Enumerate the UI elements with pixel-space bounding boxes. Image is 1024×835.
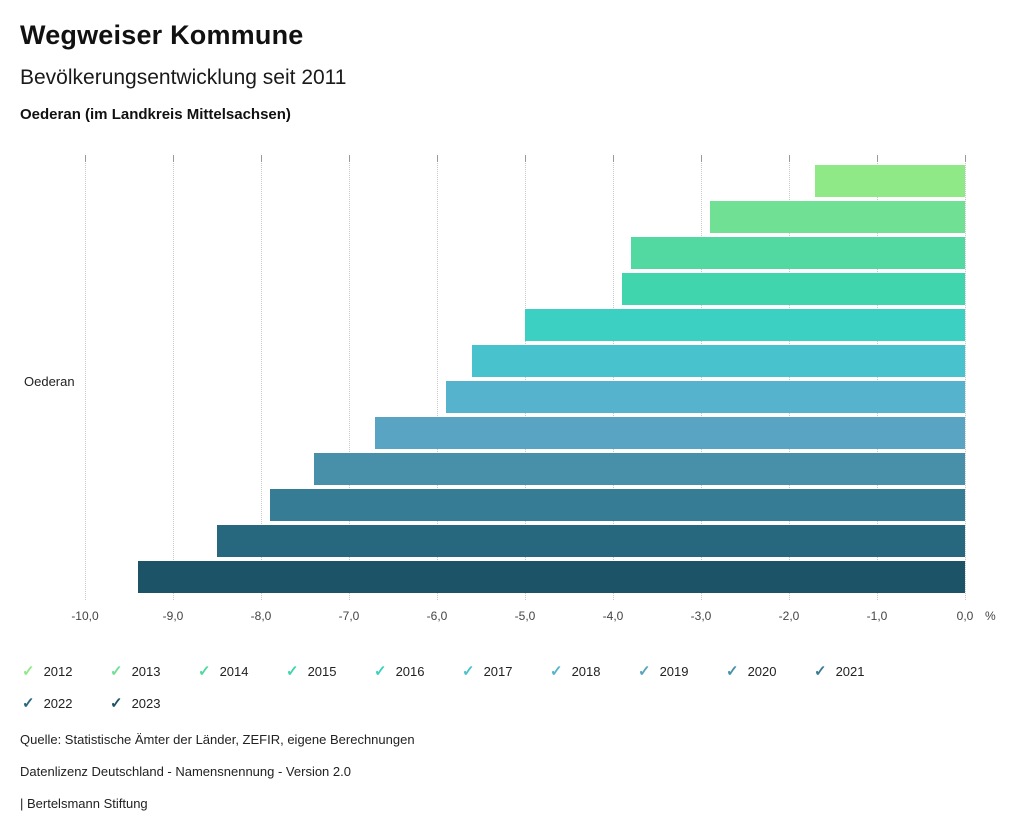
legend-year-label: 2015 [307, 663, 337, 679]
axis-tick [85, 155, 86, 162]
x-tick-label: -1,0 [866, 609, 888, 623]
legend-item-2018[interactable]: ✓ 2018 [550, 660, 638, 682]
legend-year-label: 2023 [131, 695, 161, 711]
legend-year-label: 2016 [395, 663, 425, 679]
legend-year-label: 2020 [747, 663, 777, 679]
bar-2019 [375, 417, 965, 449]
checkmark-icon: ✓ [286, 662, 299, 680]
checkmark-icon: ✓ [198, 662, 211, 680]
gridline [525, 155, 526, 600]
axis-tick [437, 155, 438, 162]
x-axis-unit-label: % [985, 609, 996, 623]
gridline [701, 155, 702, 600]
x-tick-label: -10,0 [71, 609, 99, 623]
axis-tick [789, 155, 790, 162]
bar-2020 [313, 453, 965, 485]
x-tick-label: -4,0 [602, 609, 624, 623]
axis-tick [349, 155, 350, 162]
x-tick-label: -8,0 [250, 609, 272, 623]
bar-2021 [269, 489, 965, 521]
gridline [613, 155, 614, 600]
axis-tick [701, 155, 702, 162]
gridline [789, 155, 790, 600]
legend-year-label: 2022 [43, 695, 73, 711]
license-note: Datenlizenz Deutschland - Namensnennung … [20, 764, 351, 779]
x-tick-label: 0,0 [956, 609, 974, 623]
plot-area [85, 155, 966, 600]
axis-tick [173, 155, 174, 162]
x-tick-label: -3,0 [690, 609, 712, 623]
bar-2023 [137, 561, 965, 593]
axis-tick [525, 155, 526, 162]
app-title: Wegweiser Kommune [20, 20, 304, 50]
bar-2015 [621, 273, 965, 305]
bar-2017 [472, 345, 965, 377]
checkmark-icon: ✓ [550, 662, 563, 680]
x-axis: -10,0 -9,0 -8,0 -7,0 -6,0 -5,0 -4,0 -3,0 -2,0 -1,… [0, 609, 1024, 627]
legend-item-2014[interactable]: ✓ 2014 [198, 660, 286, 682]
axis-tick [261, 155, 262, 162]
checkmark-icon: ✓ [110, 694, 123, 712]
footer: Quelle: Statistische Ämter der Länder, Z… [20, 732, 415, 828]
bar-2022 [217, 525, 965, 557]
chart-location: Oederan (im Landkreis Mittelsachsen) [20, 106, 291, 123]
axis-tick [965, 155, 966, 162]
attribution-note: | Bertelsmann Stiftung [20, 796, 148, 811]
gridline [85, 155, 86, 600]
legend-item-2019[interactable]: ✓ 2019 [638, 660, 726, 682]
legend-item-2022[interactable]: ✓ 2022 [22, 692, 110, 714]
x-tick-label: -5,0 [514, 609, 536, 623]
checkmark-icon: ✓ [374, 662, 387, 680]
gridline [349, 155, 350, 600]
legend-year-label: 2014 [219, 663, 249, 679]
legend-year-label: 2013 [131, 663, 161, 679]
legend-item-2021[interactable]: ✓ 2021 [814, 660, 902, 682]
checkmark-icon: ✓ [22, 662, 35, 680]
legend-year-label: 2018 [571, 663, 601, 679]
legend: ✓ 2012 ✓ 2013 ✓ 2014 ✓ 2015 ✓ 2016 ✓ 2017 ✓ 2018 ✓ 2019… [22, 660, 922, 714]
legend-item-2017[interactable]: ✓ 2017 [462, 660, 550, 682]
bar-2012 [815, 165, 965, 197]
axis-tick [613, 155, 614, 162]
checkmark-icon: ✓ [110, 662, 123, 680]
y-axis-label: Oederan [24, 374, 75, 389]
x-tick-label: -2,0 [778, 609, 800, 623]
checkmark-icon: ✓ [726, 662, 739, 680]
legend-item-2015[interactable]: ✓ 2015 [286, 660, 374, 682]
chart-title: Bevölkerungsentwicklung seit 2011 [20, 66, 347, 89]
checkmark-icon: ✓ [638, 662, 651, 680]
gridline [437, 155, 438, 600]
legend-year-label: 2019 [659, 663, 689, 679]
checkmark-icon: ✓ [462, 662, 475, 680]
gridline [173, 155, 174, 600]
gridline [965, 155, 966, 600]
legend-item-2023[interactable]: ✓ 2023 [110, 692, 198, 714]
bar-2016 [525, 309, 965, 341]
legend-year-label: 2021 [835, 663, 865, 679]
legend-item-2020[interactable]: ✓ 2020 [726, 660, 814, 682]
bar-2018 [445, 381, 965, 413]
x-tick-label: -7,0 [338, 609, 360, 623]
bar-2014 [630, 237, 965, 269]
bar-2013 [709, 201, 965, 233]
checkmark-icon: ✓ [814, 662, 827, 680]
source-note: Quelle: Statistische Ämter der Länder, Z… [20, 732, 415, 747]
axis-tick [877, 155, 878, 162]
legend-item-2016[interactable]: ✓ 2016 [374, 660, 462, 682]
x-tick-label: -9,0 [162, 609, 184, 623]
legend-year-label: 2017 [483, 663, 513, 679]
checkmark-icon: ✓ [22, 694, 35, 712]
legend-item-2012[interactable]: ✓ 2012 [22, 660, 110, 682]
gridline [261, 155, 262, 600]
legend-year-label: 2012 [43, 663, 73, 679]
legend-item-2013[interactable]: ✓ 2013 [110, 660, 198, 682]
gridline [877, 155, 878, 600]
x-tick-label: -6,0 [426, 609, 448, 623]
